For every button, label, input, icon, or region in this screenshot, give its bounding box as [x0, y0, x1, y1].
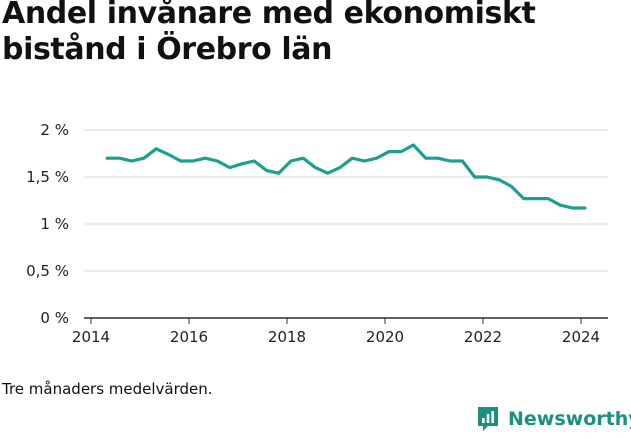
- data-point: [571, 206, 574, 210]
- data-point: [534, 197, 538, 200]
- x-axis-ticks: 2014 2016 2018 2020 2022 2024: [72, 318, 600, 346]
- x-tick-label: 2020: [366, 328, 404, 346]
- data-points: [106, 143, 587, 210]
- data-point: [302, 157, 305, 160]
- y-tick-label: 0,5 %: [26, 262, 69, 280]
- data-point: [191, 159, 195, 163]
- data-point: [277, 172, 280, 175]
- data-point: [583, 206, 587, 210]
- x-tick-label: 2014: [72, 328, 110, 346]
- data-point: [351, 157, 354, 160]
- bar-chart-speech-bubble-icon: [478, 407, 498, 431]
- data-point: [436, 157, 440, 160]
- data-point: [387, 150, 391, 153]
- data-point: [485, 175, 489, 179]
- data-point: [155, 147, 158, 150]
- data-point: [179, 159, 182, 163]
- data-point: [265, 169, 268, 172]
- data-point: [375, 157, 378, 160]
- x-tick-label: 2022: [464, 328, 502, 346]
- series-line: [105, 143, 587, 210]
- brand-name: Newsworthy: [508, 408, 631, 430]
- data-point: [253, 159, 256, 163]
- x-tick-label: 2024: [562, 328, 600, 346]
- data-point: [167, 153, 170, 156]
- y-tick-label: 2 %: [40, 121, 69, 139]
- data-point: [547, 197, 550, 200]
- data-point: [338, 166, 342, 169]
- data-point: [522, 197, 525, 200]
- brand-logo: Newsworthy: [476, 406, 631, 432]
- data-point: [216, 159, 219, 163]
- data-point: [510, 185, 513, 188]
- data-point: [400, 150, 403, 153]
- data-point: [473, 175, 476, 179]
- data-point: [412, 143, 415, 147]
- footnote: Tre månaders medelvärden.: [2, 380, 213, 398]
- data-point: [449, 159, 452, 163]
- data-point: [240, 162, 244, 165]
- grid-lines: [84, 129, 608, 272]
- data-point: [142, 157, 146, 160]
- y-tick-label: 1 %: [40, 215, 69, 233]
- data-point: [498, 178, 501, 181]
- data-point: [559, 204, 562, 207]
- data-point: [289, 159, 293, 163]
- page-title: Andel invånare med ekonomiskt bistånd i …: [2, 0, 536, 67]
- data-point: [204, 157, 207, 160]
- data-point: [363, 159, 366, 163]
- data-point: [424, 157, 427, 160]
- data-point: [118, 157, 121, 160]
- x-tick-label: 2016: [170, 328, 208, 346]
- y-tick-label: 0 %: [40, 309, 69, 327]
- y-axis-tick-labels: 0 % 0,5 % 1 % 1,5 % 2 %: [26, 121, 69, 327]
- data-point: [326, 172, 329, 175]
- data-point: [106, 157, 109, 160]
- y-tick-label: 1,5 %: [26, 168, 69, 186]
- data-point: [314, 166, 317, 169]
- x-tick-label: 2018: [268, 328, 306, 346]
- data-point: [130, 159, 133, 163]
- line-chart: 0 % 0,5 % 1 % 1,5 % 2 % 2014 2016 2018 2020 2022…: [26, 121, 608, 346]
- data-point: [461, 159, 464, 163]
- data-point: [228, 166, 231, 169]
